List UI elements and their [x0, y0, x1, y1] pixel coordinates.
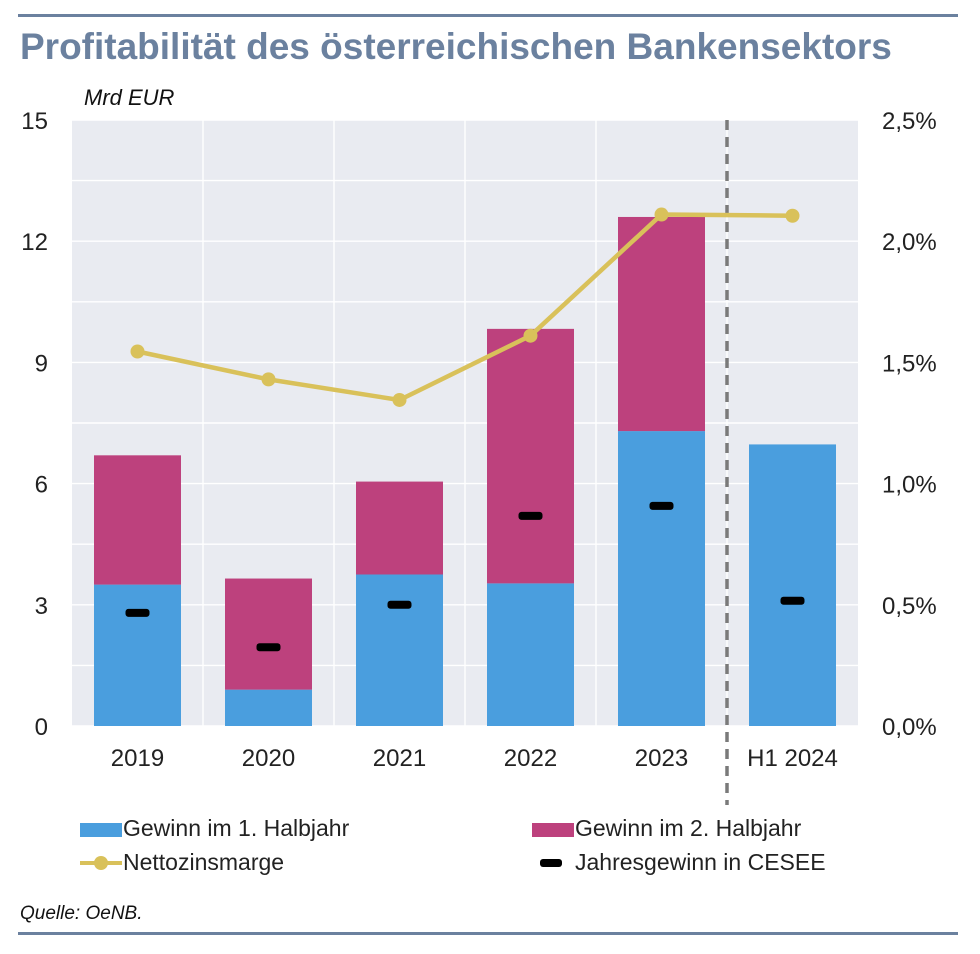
- bar-h2: [356, 481, 443, 575]
- legend-swatch-margin-dot: [94, 856, 108, 870]
- y-left-tick-label: 0: [35, 714, 48, 741]
- x-tick-label: 2020: [242, 745, 295, 772]
- y-left-tick-label: 3: [35, 593, 48, 620]
- bar-h2: [487, 328, 574, 584]
- legend-label-margin: Nettozinsmarge: [123, 849, 285, 875]
- unit-label: Mrd EUR: [84, 85, 175, 110]
- chart-title: Profitabilität des österreichischen Bank…: [20, 26, 892, 67]
- y-left-tick-label: 12: [21, 229, 48, 256]
- cesee-marker: [780, 596, 805, 605]
- cesee-marker: [387, 600, 412, 609]
- margin-point: [523, 328, 538, 343]
- source-note: Quelle: OeNB.: [20, 903, 143, 924]
- bar-h2: [94, 455, 181, 585]
- margin-point: [261, 372, 276, 387]
- bar-h1: [487, 583, 574, 726]
- x-tick-label: H1 2024: [747, 745, 838, 772]
- margin-point: [130, 344, 145, 359]
- bar-h1: [749, 444, 836, 726]
- bar-h1: [225, 689, 312, 726]
- x-tick-label: 2021: [373, 745, 426, 772]
- y-right-tick-label: 0,5%: [882, 593, 937, 620]
- y-right-tick-label: 1,0%: [882, 472, 937, 499]
- legend-swatch-cesee: [540, 859, 562, 867]
- cesee-marker: [649, 501, 674, 510]
- y-right-tick-label: 2,5%: [882, 108, 937, 135]
- x-tick-label: 2022: [504, 745, 557, 772]
- bottom-rule: [18, 932, 958, 935]
- margin-point: [392, 392, 407, 407]
- y-right-tick-label: 0,0%: [882, 714, 937, 741]
- y-right-tick-label: 1,5%: [882, 350, 937, 377]
- legend-label-h2: Gewinn im 2. Halbjahr: [575, 815, 802, 841]
- bar-h1: [618, 431, 705, 726]
- legend-label-cesee: Jahresgewinn in CESEE: [575, 849, 826, 875]
- x-tick-label: 2023: [635, 745, 688, 772]
- legend-swatch-h2: [532, 823, 574, 837]
- bar-h2: [225, 578, 312, 690]
- y-left-tick-label: 6: [35, 472, 48, 499]
- margin-line: [137, 212, 793, 403]
- cesee-marker: [125, 608, 150, 617]
- bar-h1: [94, 584, 181, 726]
- top-rule: [18, 14, 958, 17]
- cesee-marker: [256, 643, 281, 652]
- y-left-tick-label: 15: [21, 108, 48, 135]
- y-right-tick-label: 2,0%: [882, 229, 937, 256]
- bar-h1: [356, 574, 443, 726]
- legend-label-h1: Gewinn im 1. Halbjahr: [123, 815, 350, 841]
- bar-h2: [618, 216, 705, 432]
- y-left-tick-label: 9: [35, 350, 48, 377]
- margin-point: [654, 207, 669, 222]
- margin-point: [785, 208, 800, 223]
- cesee-marker: [518, 511, 543, 520]
- legend-swatch-h1: [80, 823, 122, 837]
- x-tick-label: 2019: [111, 745, 164, 772]
